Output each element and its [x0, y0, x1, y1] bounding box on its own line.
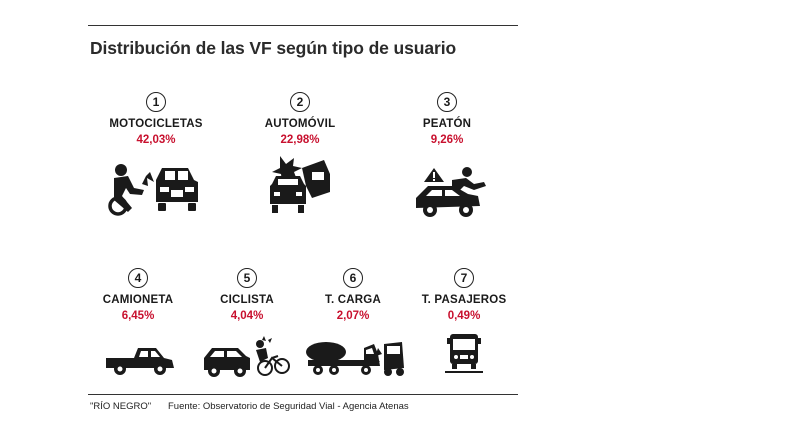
item-label: T. CARGA: [325, 294, 381, 306]
rank-badge: 6: [343, 268, 363, 288]
pedestrian-struck-icon: [416, 167, 486, 217]
chart-title: Distribución de las VF según tipo de usu…: [90, 38, 457, 58]
item-value: 42,03%: [136, 134, 176, 146]
footer-source: Fuente: Observatorio de Seguridad Vial -…: [168, 401, 409, 412]
car-collision-icon: [270, 156, 330, 213]
rank-badge: 4: [128, 268, 148, 288]
rank-badge: 7: [454, 268, 474, 288]
footer-credit: "RÍO NEGRO": [90, 401, 152, 412]
item-label: CAMIONETA: [102, 294, 174, 306]
item-value: 2,07%: [336, 310, 370, 322]
rank-badge: 5: [237, 268, 257, 288]
bus-icon: [445, 334, 483, 373]
item-value: 6,45%: [121, 310, 155, 322]
item-t-pasajeros: 7 T. PASAJEROS 0,49%: [394, 268, 534, 322]
item-label: T. PASAJEROS: [421, 294, 507, 306]
bottom-rule: [88, 394, 518, 395]
item-value: 4,04%: [230, 310, 264, 322]
rank-badge: 2: [290, 92, 310, 112]
item-value: 9,26%: [430, 134, 464, 146]
item-motocicletas: 1 MOTOCICLETAS 42,03%: [86, 92, 226, 146]
cargo-truck-crash-icon: [306, 342, 404, 376]
item-ciclista: 5 CICLISTA 4,04%: [177, 268, 317, 322]
cyclist-struck-icon: [204, 336, 290, 377]
item-label: AUTOMÓVIL: [264, 118, 336, 130]
rank-badge: 3: [437, 92, 457, 112]
item-value: 0,49%: [447, 310, 481, 322]
top-rule: [88, 25, 518, 26]
item-label: MOTOCICLETAS: [109, 118, 203, 130]
item-peaton: 3 PEATÓN 9,26%: [377, 92, 517, 146]
pickup-truck-icon: [106, 348, 174, 375]
item-automovil: 2 AUTOMÓVIL 22,98%: [230, 92, 370, 146]
item-label: CICLISTA: [220, 294, 274, 306]
motorcycle-crash-icon: [108, 164, 198, 216]
item-value: 22,98%: [280, 134, 320, 146]
item-label: PEATÓN: [422, 118, 472, 130]
item-t-carga: 6 T. CARGA 2,07%: [283, 268, 423, 322]
rank-badge: 1: [146, 92, 166, 112]
item-camioneta: 4 CAMIONETA 6,45%: [68, 268, 208, 322]
